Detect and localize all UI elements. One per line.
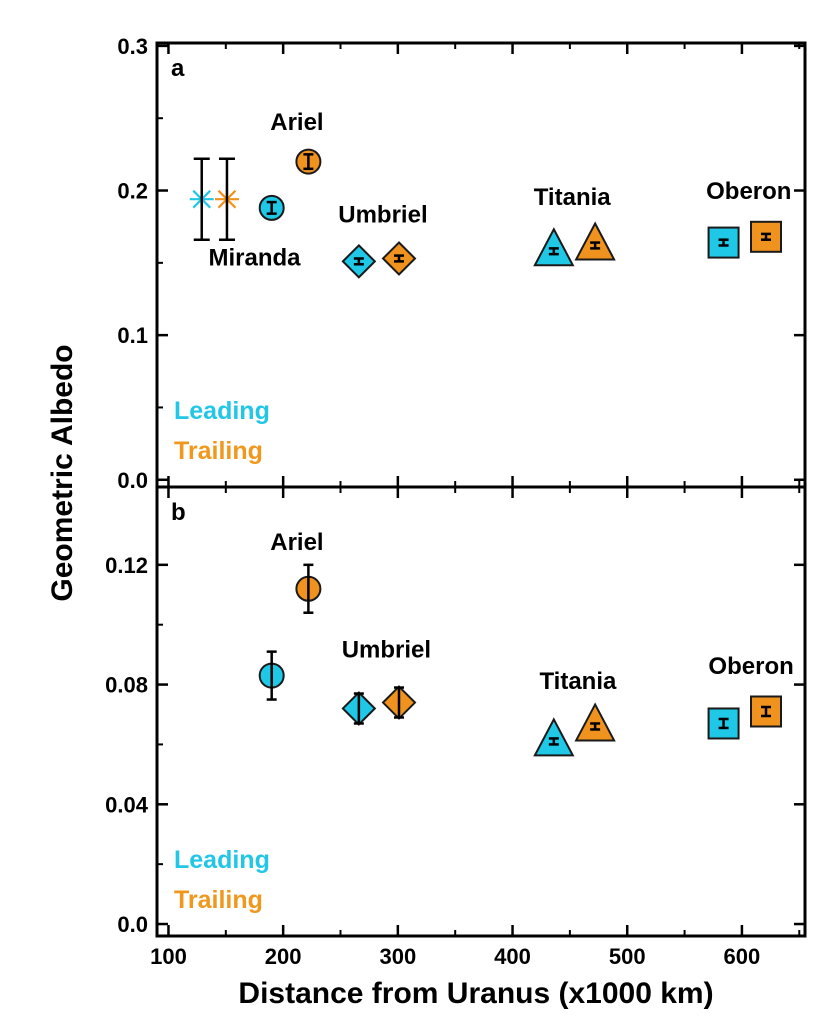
y-tick-label: 0.04 <box>105 792 149 817</box>
moon-label-miranda: Miranda <box>208 245 301 272</box>
moon-label-oberon: Oberon <box>706 178 791 205</box>
legend-trailing: Trailing <box>174 886 263 914</box>
moon-label-umbriel: Umbriel <box>338 201 427 228</box>
y-axis-title: Geometric Albedo <box>46 344 79 601</box>
y-tick-label: 0.12 <box>105 553 148 578</box>
oberon-trailing-square-marker <box>750 695 783 728</box>
moon-label-umbriel: Umbriel <box>342 637 431 664</box>
y-tick-label: 0.2 <box>117 179 148 204</box>
moon-label-oberon: Oberon <box>708 653 793 680</box>
x-tick-label: 500 <box>609 944 646 969</box>
moon-label-ariel: Ariel <box>270 529 323 556</box>
y-tick-label: 0.1 <box>117 323 148 348</box>
moon-label-ariel: Ariel <box>270 109 323 136</box>
x-tick-label: 600 <box>724 944 761 969</box>
x-axis-title: Distance from Uranus (x1000 km) <box>238 977 713 1010</box>
panel-b: 0.0 0.04 0.08 0.12 100 200 300 400 500 600 b Leadin… <box>105 485 807 969</box>
y-tick-label: 0.3 <box>117 34 148 59</box>
plot-frame <box>155 485 807 938</box>
legend-leading: Leading <box>174 846 270 874</box>
y-tick-label: 0.0 <box>117 468 148 493</box>
y-tick-label: 0.08 <box>105 673 148 698</box>
y-tick-label: 0.0 <box>117 912 148 937</box>
oberon-trailing-square-marker <box>750 220 783 253</box>
moon-label-titania: Titania <box>539 668 617 695</box>
x-tick-label: 300 <box>379 944 416 969</box>
x-tick-label: 100 <box>150 944 187 969</box>
panel-letter: b <box>171 499 186 526</box>
panel-letter: a <box>171 55 185 82</box>
x-tick-label: 200 <box>265 944 302 969</box>
legend-trailing: Trailing <box>174 437 263 465</box>
moon-label-titania: Titania <box>534 184 612 211</box>
panel-a: 0.0 0.1 0.2 0.3 a Leading Trailing Miranda Ariel… <box>117 34 807 493</box>
x-tick-label: 400 <box>494 944 531 969</box>
legend-leading: Leading <box>174 397 270 425</box>
